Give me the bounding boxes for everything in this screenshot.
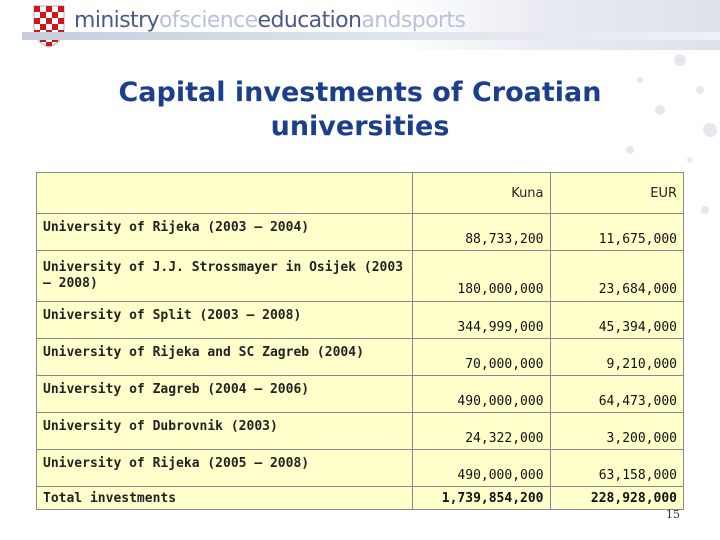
header-stripe [0, 28, 720, 44]
eur-value: 3,200,000 [549, 412, 685, 450]
header-background [0, 0, 720, 50]
eur-value: 63,158,000 [549, 449, 685, 487]
table-row: University of J.J. Strossmayer in Osijek… [36, 250, 685, 302]
header-stripe-light [22, 32, 720, 40]
header-empty-cell [36, 172, 413, 214]
total-eur-value: 228,928,000 [549, 486, 685, 510]
total-row: Total investments 1,739,854,200 228,928,… [36, 486, 685, 510]
kuna-value: 344,999,000 [411, 301, 551, 339]
university-name: University of Rijeka (2003 – 2004) [36, 213, 413, 251]
logo-part-ofscience: ofscience [158, 8, 258, 33]
page-number: 15 [666, 508, 680, 521]
table-row: University of Dubrovnik (2003) 24,322,00… [36, 412, 685, 450]
kuna-value: 70,000,000 [411, 338, 551, 376]
logo-part-ministry: ministry [74, 8, 160, 33]
table-row: University of Zagreb (2004 – 2006) 490,0… [36, 375, 685, 413]
kuna-value: 88,733,200 [411, 213, 551, 251]
eur-value: 64,473,000 [549, 375, 685, 413]
kuna-value: 180,000,000 [411, 250, 551, 302]
column-header-kuna: Kuna [411, 172, 551, 214]
table-row: University of Rijeka (2003 – 2004) 88,73… [36, 213, 685, 251]
total-kuna-value: 1,739,854,200 [411, 486, 551, 510]
total-label: Total investments [36, 486, 413, 510]
eur-value: 9,210,000 [549, 338, 685, 376]
decorative-background-pattern [626, 54, 717, 214]
university-name: University of Dubrovnik (2003) [36, 412, 413, 450]
university-name: University of J.J. Strossmayer in Osijek… [36, 250, 413, 302]
eur-value: 23,684,000 [549, 250, 685, 302]
kuna-value: 490,000,000 [411, 375, 551, 413]
logo-part-education: education [257, 8, 362, 33]
column-header-eur: EUR [549, 172, 685, 214]
eur-value: 11,675,000 [549, 213, 685, 251]
logo-part-andsports: andsports [361, 8, 466, 33]
university-name: University of Rijeka (2005 – 2008) [36, 449, 413, 487]
table-header-row: Kuna EUR [36, 172, 685, 214]
table-row: University of Split (2003 – 2008) 344,99… [36, 301, 685, 339]
investments-table: Kuna EUR University of Rijeka (2003 – 20… [36, 172, 685, 510]
table-row: University of Rijeka (2005 – 2008) 490,0… [36, 449, 685, 487]
university-name: University of Zagreb (2004 – 2006) [36, 375, 413, 413]
eur-value: 45,394,000 [549, 301, 685, 339]
university-name: University of Rijeka and SC Zagreb (2004… [36, 338, 413, 376]
slide-header: ministryofscienceeducationandsports [0, 0, 720, 50]
kuna-value: 490,000,000 [411, 449, 551, 487]
table-row: University of Rijeka and SC Zagreb (2004… [36, 338, 685, 376]
kuna-value: 24,322,000 [411, 412, 551, 450]
slide-title: Capital investments of Croatian universi… [118, 77, 602, 142]
ministry-logo-text: ministryofscienceeducationandsports [74, 8, 466, 33]
university-name: University of Split (2003 – 2008) [36, 301, 413, 339]
